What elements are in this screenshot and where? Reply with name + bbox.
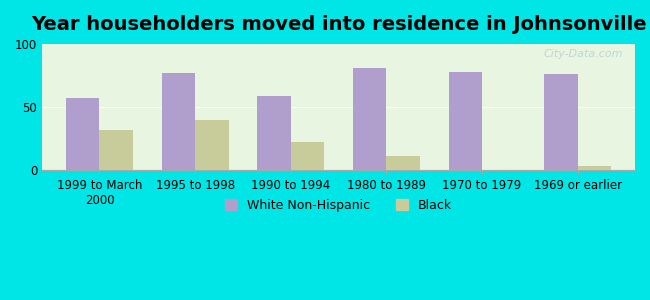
Bar xyxy=(66,98,99,170)
Bar xyxy=(257,96,291,170)
Bar xyxy=(578,167,611,170)
Bar xyxy=(99,130,133,170)
Title: Year householders moved into residence in Johnsonville: Year householders moved into residence i… xyxy=(31,15,646,34)
Legend: White Non-Hispanic, Black: White Non-Hispanic, Black xyxy=(220,194,457,217)
Text: City-Data.com: City-Data.com xyxy=(543,49,623,59)
Bar xyxy=(544,74,578,170)
Bar xyxy=(162,73,195,170)
Bar xyxy=(195,120,229,170)
Bar xyxy=(353,68,386,170)
Bar xyxy=(386,156,420,170)
Bar xyxy=(291,142,324,170)
Bar xyxy=(448,72,482,170)
